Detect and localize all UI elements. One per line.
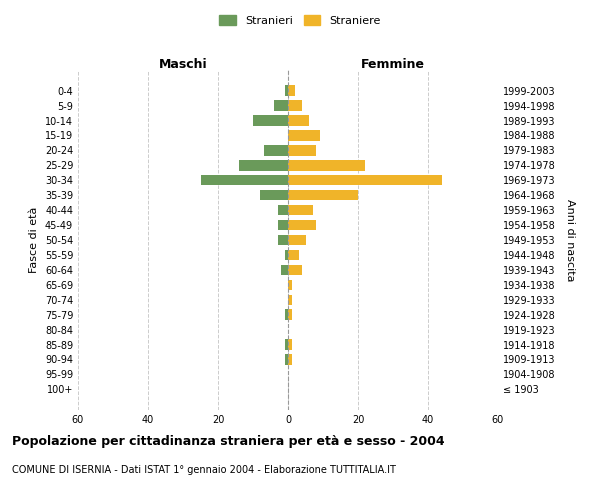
Bar: [274, 100, 288, 111]
Bar: [253, 116, 288, 126]
Text: COMUNE DI ISERNIA - Dati ISTAT 1° gennaio 2004 - Elaborazione TUTTITALIA.IT: COMUNE DI ISERNIA - Dati ISTAT 1° gennai…: [12, 465, 396, 475]
Bar: [284, 310, 288, 320]
Bar: [281, 264, 288, 275]
Bar: [288, 205, 313, 216]
Bar: [288, 340, 292, 349]
Bar: [288, 280, 292, 290]
Y-axis label: Anni di nascita: Anni di nascita: [565, 198, 575, 281]
Legend: Stranieri, Straniere: Stranieri, Straniere: [215, 10, 385, 30]
Bar: [288, 264, 302, 275]
Bar: [263, 145, 288, 156]
Text: Popolazione per cittadinanza straniera per età e sesso - 2004: Popolazione per cittadinanza straniera p…: [12, 435, 445, 448]
Bar: [200, 175, 288, 186]
Bar: [284, 354, 288, 364]
Bar: [288, 235, 305, 245]
Bar: [288, 220, 316, 230]
Text: Maschi: Maschi: [158, 58, 208, 71]
Bar: [288, 86, 295, 96]
Bar: [277, 220, 288, 230]
Bar: [288, 130, 320, 140]
Bar: [288, 145, 316, 156]
Bar: [284, 250, 288, 260]
Bar: [284, 86, 288, 96]
Bar: [288, 354, 292, 364]
Bar: [288, 294, 292, 305]
Bar: [239, 160, 288, 170]
Bar: [288, 250, 299, 260]
Bar: [288, 116, 309, 126]
Bar: [288, 100, 302, 111]
Bar: [260, 190, 288, 200]
Bar: [288, 190, 358, 200]
Bar: [288, 175, 442, 186]
Bar: [288, 310, 292, 320]
Bar: [277, 205, 288, 216]
Bar: [288, 160, 365, 170]
Text: Femmine: Femmine: [361, 58, 425, 71]
Bar: [284, 340, 288, 349]
Bar: [277, 235, 288, 245]
Y-axis label: Fasce di età: Fasce di età: [29, 207, 39, 273]
